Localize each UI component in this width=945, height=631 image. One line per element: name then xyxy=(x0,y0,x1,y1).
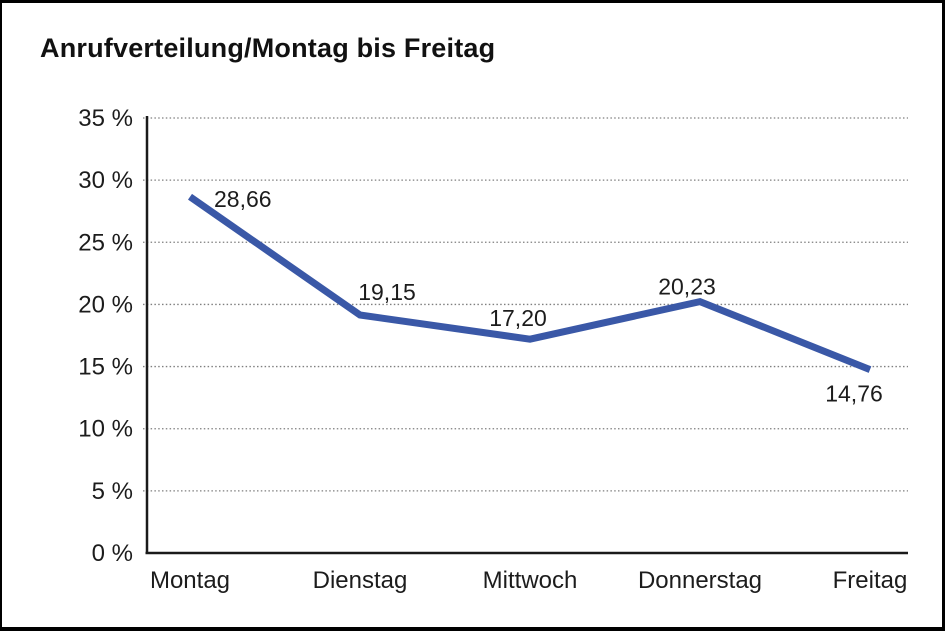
series-line xyxy=(188,193,872,373)
y-tick-label: 5 % xyxy=(92,478,133,505)
axes-group xyxy=(145,116,908,555)
data-point-label: 28,66 xyxy=(214,186,272,212)
x-category-label: Donnerstag xyxy=(638,567,762,594)
line-chart-canvas: 0 % 5 % 10 % 15 % 20 % 25 % 30 % 35 % Montag Dien… xyxy=(78,105,908,594)
y-tick-label: 35 % xyxy=(78,105,133,132)
y-tick-label: 20 % xyxy=(78,291,133,318)
labels-group: 0 % 5 % 10 % 15 % 20 % 25 % 30 % 35 % Montag Dien… xyxy=(78,105,907,594)
x-category-label: Freitag xyxy=(833,567,908,594)
data-point-label: 14,76 xyxy=(825,381,883,407)
y-tick-label: 25 % xyxy=(78,229,133,256)
y-tick-label: 10 % xyxy=(78,416,133,443)
x-category-label: Dienstag xyxy=(313,567,408,594)
data-point-label: 20,23 xyxy=(658,274,716,300)
y-tick-label: 30 % xyxy=(78,167,133,194)
x-category-label: Mittwoch xyxy=(483,567,578,594)
y-tick-label: 0 % xyxy=(92,540,133,567)
series-group xyxy=(188,193,872,373)
chart-title: Anrufverteilung/Montag bis Freitag xyxy=(40,33,496,63)
y-tick-label: 15 % xyxy=(78,354,133,381)
data-point-label: 19,15 xyxy=(358,279,416,305)
x-category-label: Montag xyxy=(150,567,230,594)
data-point-label: 17,20 xyxy=(489,305,547,331)
